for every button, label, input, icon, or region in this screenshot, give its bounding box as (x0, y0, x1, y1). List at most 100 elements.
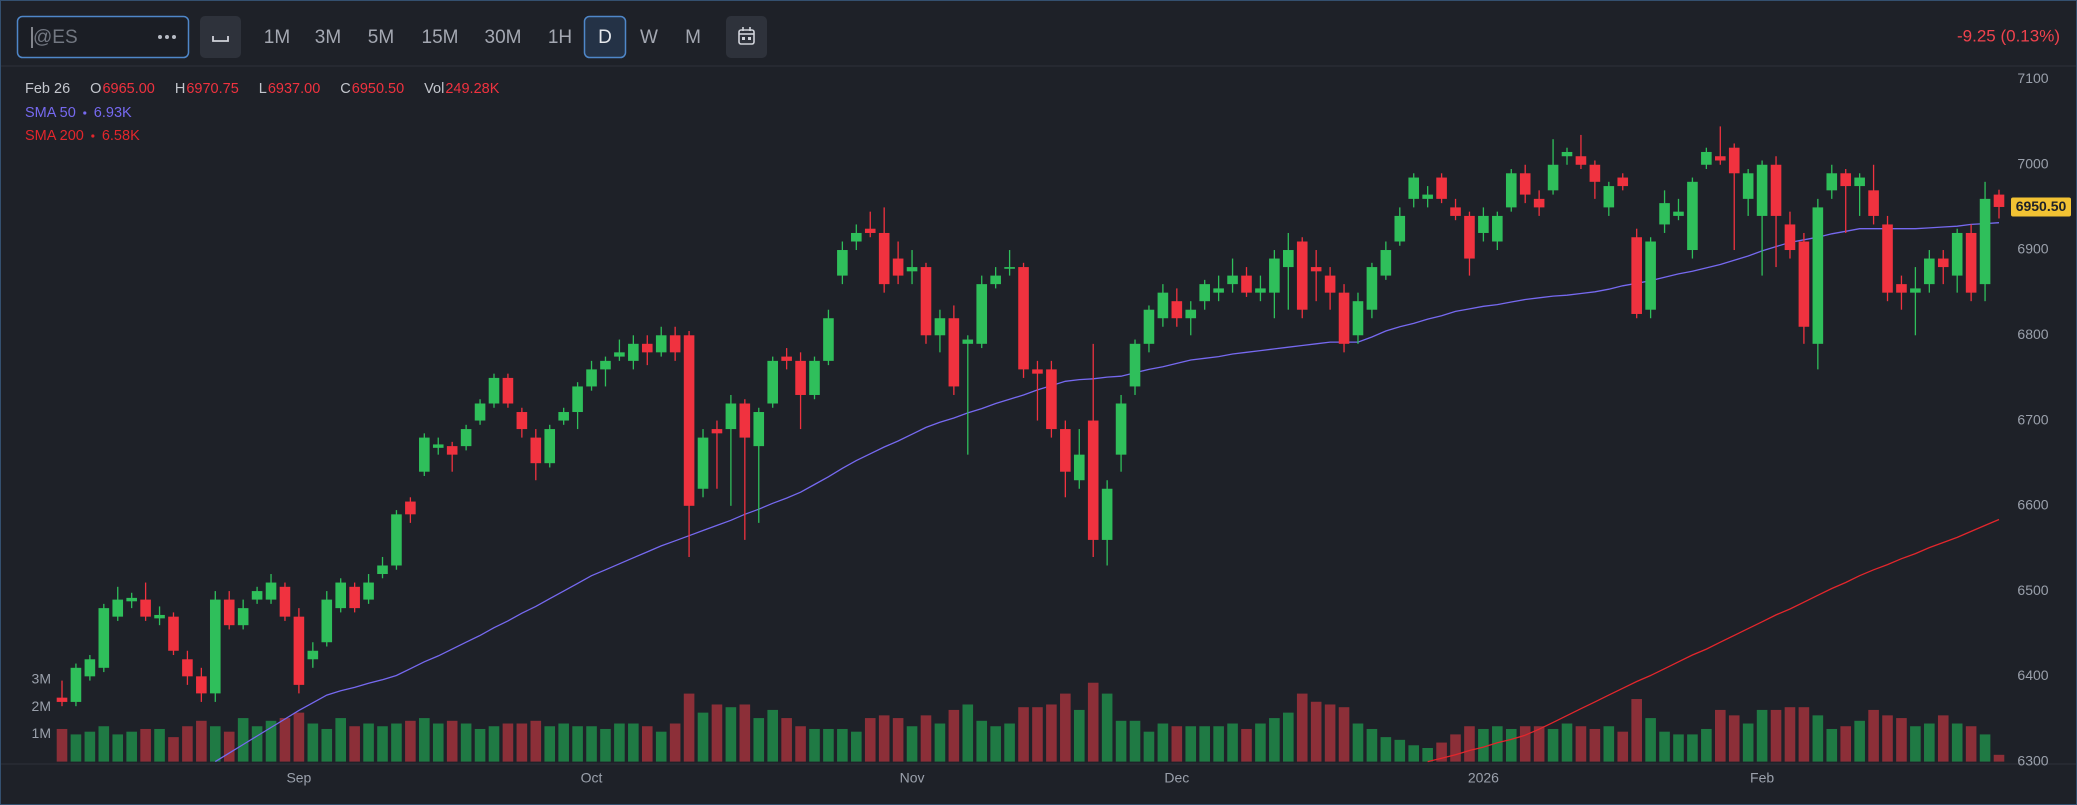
candle-body (1032, 369, 1043, 374)
symbol-input[interactable] (16, 15, 190, 59)
volume-bar (112, 734, 124, 762)
candle-body (600, 360, 611, 370)
more-button[interactable] (158, 35, 176, 39)
indicator-value: 6.58K (102, 128, 140, 144)
calendar-body (738, 29, 755, 45)
volume-bar (586, 726, 597, 762)
volume-bar (1770, 709, 1782, 762)
volume-bar (990, 726, 1001, 762)
timeframe-button[interactable]: 1M (264, 27, 290, 48)
volume-bar (1561, 723, 1573, 762)
timeframe-active-box[interactable] (583, 15, 627, 59)
candle-body (1896, 284, 1907, 293)
volume-bar (1812, 715, 1824, 762)
candle-body (1310, 267, 1322, 272)
indicator-name: SMA 50 (25, 105, 76, 121)
candle-body (1324, 275, 1336, 293)
volume-bar (223, 731, 235, 762)
volume-bar (864, 718, 876, 762)
legend-field-value: 6970.75 (186, 81, 238, 97)
candle-body (1380, 250, 1392, 276)
volume-bar (711, 704, 723, 762)
volume-bar (1171, 726, 1183, 762)
volume-bar (655, 731, 667, 762)
volume-bar (1352, 723, 1364, 762)
y-tick-label: 6600 (2017, 497, 2048, 513)
legend-field-label: H (175, 81, 185, 97)
candle-body (474, 403, 486, 421)
timeframe-button[interactable]: 3M (315, 27, 341, 48)
candle-body (251, 591, 263, 600)
volume-pane (56, 682, 2005, 762)
legend-field-label: L (259, 81, 267, 97)
volume-bar (1896, 718, 1907, 762)
candle-body (1087, 420, 1099, 540)
candle-body (572, 386, 583, 413)
volume-bar (878, 715, 890, 762)
volume-bar (1255, 723, 1266, 762)
candle-body (878, 232, 890, 285)
volume-bar (641, 726, 653, 762)
volume-tick-label: 1M (32, 725, 51, 741)
candle-body (112, 599, 124, 617)
volume-bar (1296, 693, 1308, 762)
timeframe-button[interactable]: W (640, 27, 658, 48)
volume-bar (753, 718, 765, 762)
legend-date: Feb 26 (25, 81, 70, 97)
separator-dot (91, 134, 95, 138)
x-tick-label: 2026 (1468, 770, 1499, 786)
candle-body (1603, 186, 1615, 208)
candle-body (1673, 211, 1684, 216)
timeframe-button[interactable]: M (685, 27, 701, 48)
indicator-value: 6.93K (94, 105, 132, 121)
candle-body (725, 403, 737, 430)
candle-body (1255, 288, 1266, 293)
volume-bar (1659, 731, 1670, 762)
volume-bar (1924, 723, 1935, 762)
candle-body (614, 352, 625, 357)
y-tick-label: 6400 (2017, 667, 2048, 683)
y-tick-label: 7000 (2017, 155, 2048, 171)
candle-body (739, 403, 751, 438)
volume-bar (474, 728, 486, 762)
candle-body (321, 599, 333, 643)
volume-bar (1882, 715, 1893, 762)
legend-field-label: Vol (424, 81, 444, 97)
calendar-button[interactable] (726, 16, 767, 58)
legend-field-label: C (340, 81, 350, 97)
volume-bar (823, 728, 834, 762)
timeframe-button[interactable]: 15M (422, 27, 459, 48)
volume-bar (1951, 723, 1963, 762)
volume-bar (502, 723, 514, 762)
candle-body (293, 616, 305, 685)
volume-bar (293, 712, 305, 762)
volume-bar (572, 726, 583, 762)
candle-body (56, 697, 68, 702)
candle-body (1561, 151, 1573, 157)
y-tick-label: 7100 (2017, 70, 2048, 86)
candle-body (1951, 232, 1963, 276)
volume-bar (725, 707, 737, 762)
volume-bar (1756, 709, 1768, 762)
calendar-day (748, 37, 751, 40)
volume-bar (1547, 728, 1559, 762)
candle-body (711, 429, 723, 434)
candle-body (154, 614, 165, 619)
candle-body (1185, 309, 1197, 319)
volume-bar (1087, 682, 1099, 762)
volume-bar (1310, 701, 1322, 762)
space-button[interactable] (200, 16, 241, 58)
candle-body (1450, 207, 1461, 216)
volume-bar (1478, 728, 1489, 762)
timeframe-button[interactable]: D (598, 27, 612, 48)
volume-bar (976, 720, 988, 762)
candle-body (1910, 288, 1921, 293)
candle-body (767, 360, 778, 404)
candle-body (223, 599, 235, 626)
candle-body (1714, 156, 1726, 161)
axes: 6300 6400 6500 6600 6700 6800 6900 7000 7100 1M 2M… (32, 70, 2071, 786)
timeframe-button[interactable]: 1H (548, 27, 572, 48)
volume-bar (56, 728, 68, 762)
timeframe-button[interactable]: 5M (368, 27, 394, 48)
timeframe-button[interactable]: 30M (485, 27, 522, 48)
